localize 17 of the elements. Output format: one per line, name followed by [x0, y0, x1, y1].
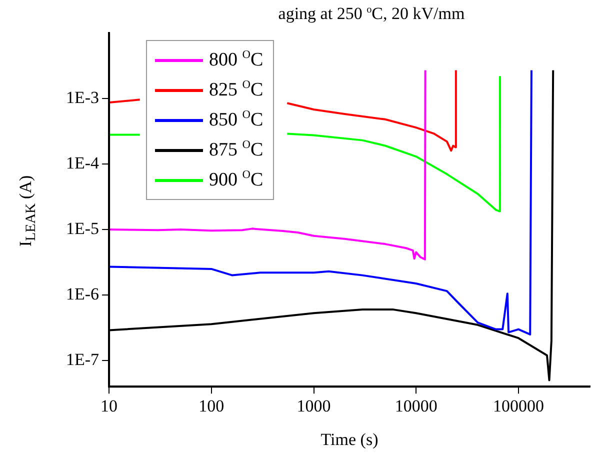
x-tick-label: 100000 [492, 396, 544, 416]
x-tick-label: 1000 [296, 396, 331, 416]
y-tick-label: 1E-6 [66, 284, 100, 304]
legend-label: 800 $^{O}$C [209, 48, 264, 72]
x-tick-label: 100 [198, 396, 224, 416]
chart-title: aging at 250 $^{o}$C, 20 kV/mm [277, 4, 466, 24]
legend-label: 900 $^{O}$C [209, 168, 264, 192]
y-tick-label: 1E-4 [66, 153, 100, 172]
y-tick-label: 1E-3 [66, 88, 100, 107]
y-tick-label: 1E-7 [66, 350, 100, 369]
x-tick-label: 10 [100, 396, 118, 416]
legend-label: 850 $^{O}$C [209, 108, 264, 132]
legend-label: 825 $^{O}$C [209, 78, 264, 102]
legend-label: 875 $^{O}$C [209, 138, 264, 162]
y-tick-label: 1E-5 [66, 218, 100, 238]
x-axis-title: Time (s) [320, 430, 380, 450]
x-tick-label: 10000 [394, 396, 438, 416]
